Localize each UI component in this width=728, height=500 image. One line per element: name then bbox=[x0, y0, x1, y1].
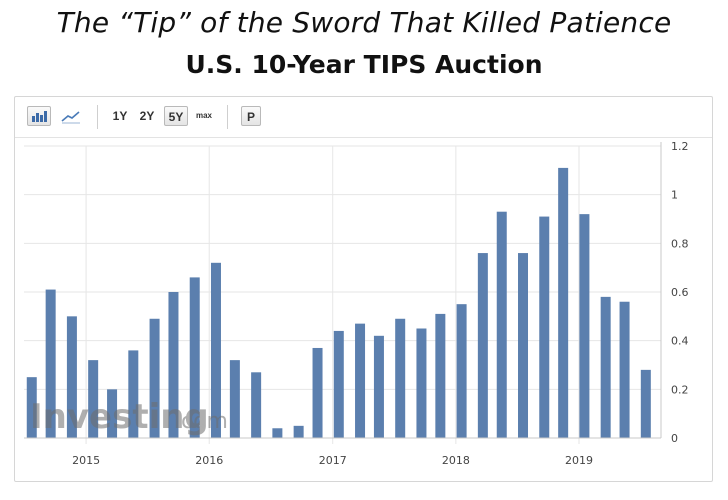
y-tick-label: 0 bbox=[671, 432, 678, 445]
bar[interactable] bbox=[539, 216, 550, 438]
bar[interactable] bbox=[210, 262, 221, 438]
range-1y-button[interactable]: 1Y bbox=[112, 109, 128, 123]
bar[interactable] bbox=[189, 277, 200, 438]
bar-chart-button[interactable] bbox=[27, 106, 51, 126]
range-5y-button[interactable]: 5Y bbox=[164, 106, 188, 126]
bar[interactable] bbox=[168, 292, 179, 438]
bar[interactable] bbox=[600, 296, 611, 438]
bar[interactable] bbox=[272, 428, 283, 438]
bar[interactable] bbox=[88, 360, 99, 438]
y-tick-label: 1 bbox=[671, 189, 678, 202]
bar[interactable] bbox=[619, 301, 630, 438]
toolbar-divider bbox=[97, 105, 98, 129]
bar[interactable] bbox=[456, 304, 467, 438]
y-axis: 0 0.2 0.4 0.6 0.8 1 1.2 bbox=[24, 140, 689, 445]
y-tick-label: 0.6 bbox=[671, 286, 689, 299]
bar[interactable] bbox=[558, 167, 569, 438]
line-chart-button[interactable] bbox=[59, 106, 83, 126]
toolbar-divider bbox=[227, 105, 228, 129]
bar[interactable] bbox=[579, 214, 590, 438]
bar[interactable] bbox=[149, 318, 160, 438]
bar[interactable] bbox=[355, 323, 366, 438]
range-2y-button[interactable]: 2Y bbox=[139, 109, 155, 123]
line-chart-icon bbox=[61, 111, 80, 124]
bar[interactable] bbox=[518, 253, 529, 438]
bar[interactable] bbox=[45, 289, 56, 438]
bar[interactable] bbox=[395, 318, 406, 438]
watermark-brand: Investing bbox=[30, 397, 209, 437]
x-tick-label: 2016 bbox=[195, 454, 223, 467]
y-tick-label: 0.8 bbox=[671, 237, 689, 250]
bar[interactable] bbox=[435, 313, 446, 438]
chart-toolbar: 1Y 2Y 5Y max P bbox=[15, 97, 712, 138]
bar[interactable] bbox=[496, 211, 507, 438]
bars bbox=[26, 167, 651, 439]
x-tick-label: 2018 bbox=[442, 454, 470, 467]
bar-chart-icon bbox=[32, 111, 47, 122]
bar[interactable] bbox=[333, 330, 344, 438]
watermark-suffix: .com bbox=[174, 409, 228, 434]
bar[interactable] bbox=[416, 328, 427, 439]
bar[interactable] bbox=[373, 335, 384, 438]
bar[interactable] bbox=[26, 377, 37, 438]
bar[interactable] bbox=[640, 369, 651, 438]
range-max-button[interactable]: max bbox=[195, 111, 212, 120]
bar[interactable] bbox=[107, 389, 118, 438]
y-tick-label: 0.4 bbox=[671, 335, 689, 348]
chart-subtitle: U.S. 10-Year TIPS Auction bbox=[185, 50, 543, 79]
bar[interactable] bbox=[293, 425, 304, 438]
bar[interactable] bbox=[312, 347, 323, 438]
x-tick-label: 2017 bbox=[319, 454, 347, 467]
bar[interactable] bbox=[229, 360, 240, 438]
bar[interactable] bbox=[251, 372, 262, 438]
chart-title: The “Tip” of the Sword That Killed Patie… bbox=[56, 6, 672, 39]
investing-watermark: Investing .com bbox=[30, 397, 228, 437]
bar[interactable] bbox=[477, 253, 488, 438]
x-tick-label: 2015 bbox=[72, 454, 100, 467]
x-tick-label: 2019 bbox=[565, 454, 593, 467]
x-axis: 2015 2016 2017 2018 2019 bbox=[72, 454, 593, 467]
bar[interactable] bbox=[66, 316, 77, 438]
y-tick-label: 0.2 bbox=[671, 383, 689, 396]
p-button[interactable]: P bbox=[241, 106, 261, 126]
bar[interactable] bbox=[128, 350, 139, 438]
y-tick-label: 1.2 bbox=[671, 140, 689, 153]
